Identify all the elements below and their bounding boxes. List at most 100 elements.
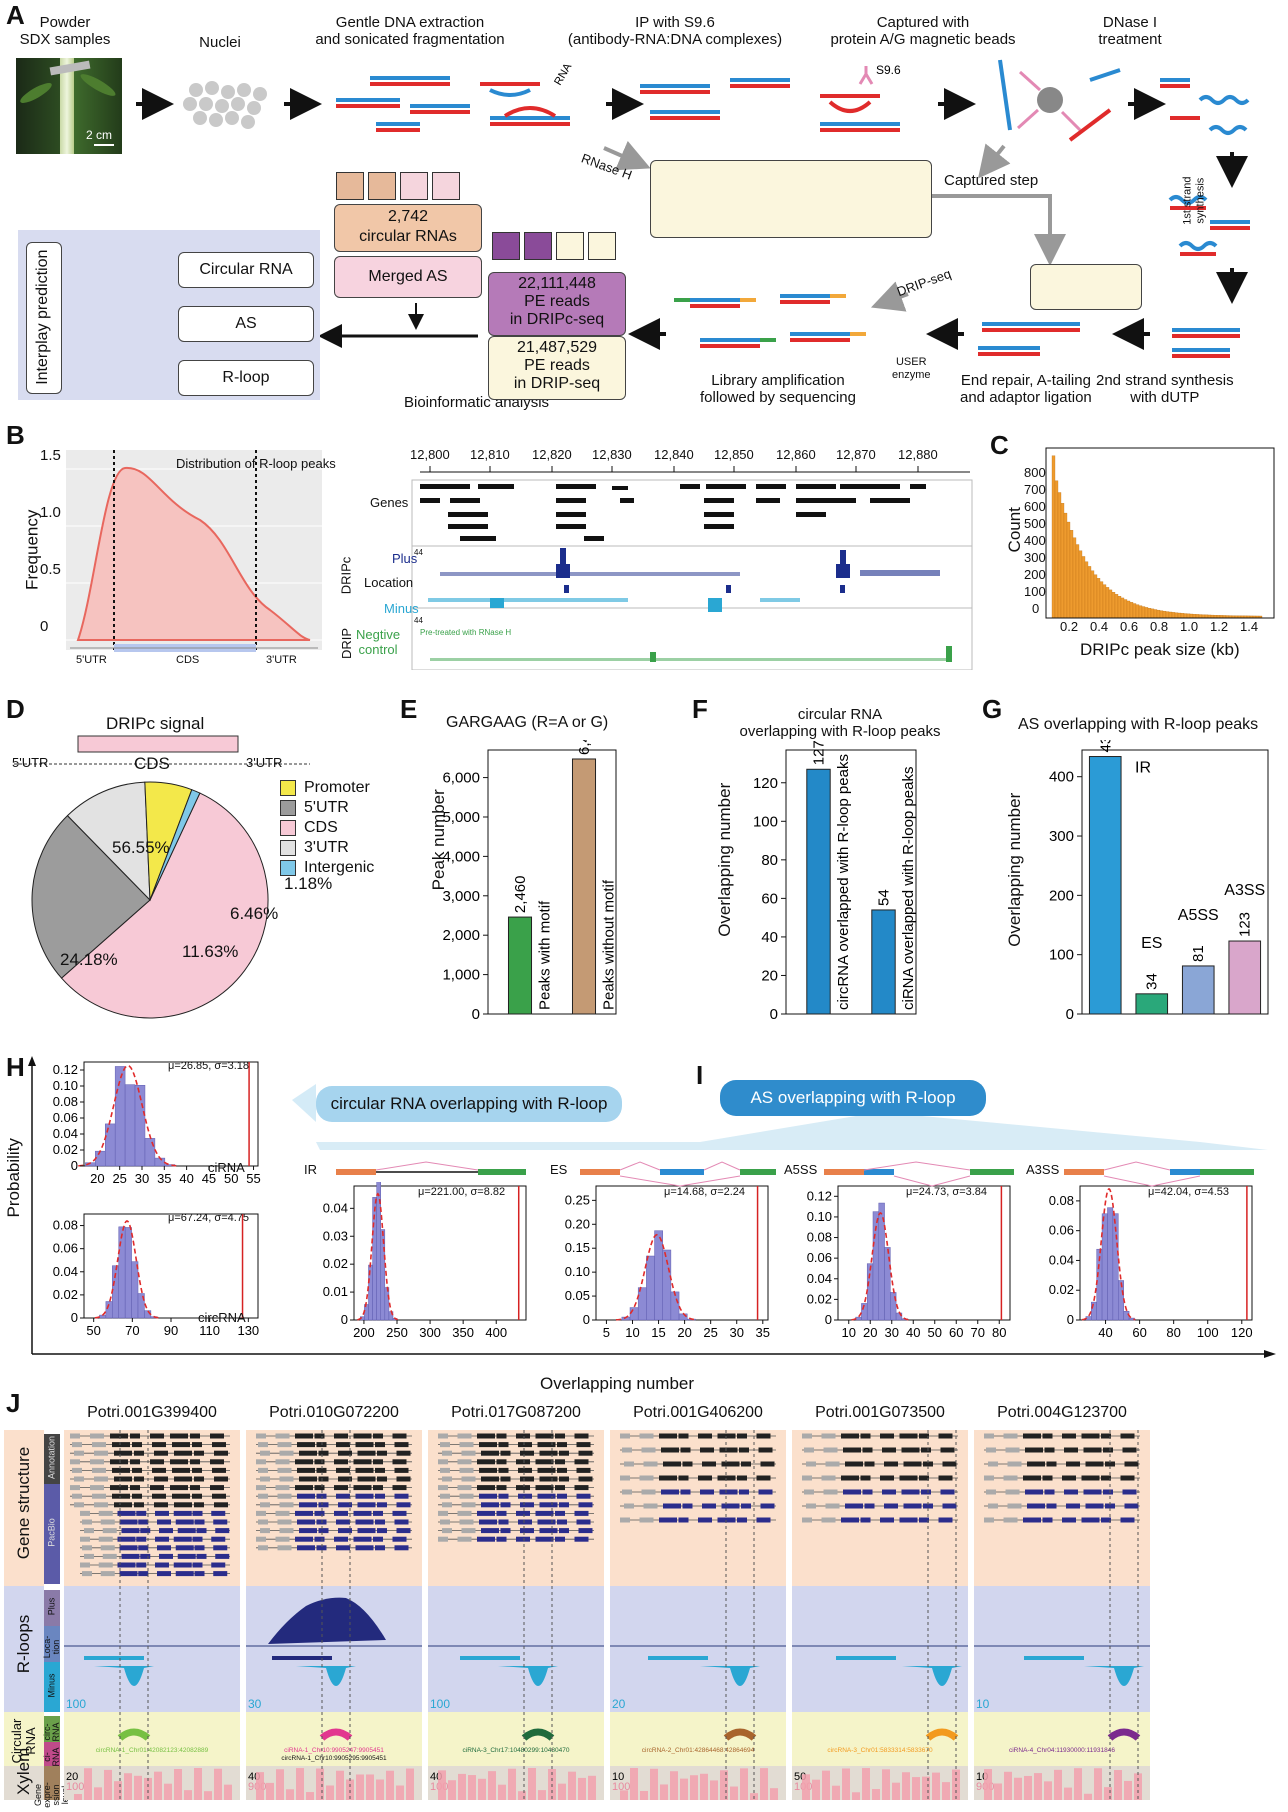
y-tick-label: 0.06 [53, 1110, 78, 1125]
exon [170, 1485, 188, 1491]
exon [825, 1503, 840, 1509]
exon [539, 1502, 558, 1508]
exon [1062, 1433, 1076, 1439]
xylem-bar [346, 1779, 354, 1800]
h-ci-stats: μ=26.85, σ=3.18 [168, 1060, 250, 1072]
exon [112, 1467, 130, 1473]
exon [112, 1442, 130, 1448]
exon [919, 1433, 929, 1439]
exon [316, 1545, 327, 1551]
c-bar [1186, 613, 1191, 618]
exon [459, 1519, 474, 1525]
exon [175, 1545, 194, 1551]
exon [396, 1528, 411, 1534]
exon [1101, 1517, 1111, 1523]
x-tick-label: 20 [677, 1325, 691, 1340]
exon [256, 1433, 266, 1439]
exon [154, 1502, 168, 1508]
exon [80, 1536, 90, 1542]
xylem-bar [588, 1775, 596, 1800]
hist-bar [646, 1255, 655, 1321]
y-tick-label: 0 [825, 1312, 832, 1327]
panel-a-letter: A [6, 0, 25, 30]
panel-c-letter: C [990, 430, 1009, 460]
exon [481, 1476, 499, 1482]
exon [756, 1475, 771, 1481]
exon [862, 1447, 873, 1453]
exon [355, 1545, 374, 1551]
exon [1062, 1475, 1076, 1481]
exon [942, 1503, 957, 1509]
exon [394, 1519, 409, 1525]
exon [557, 1442, 567, 1448]
c-ytick: 100 [1024, 584, 1046, 599]
xylem-bar [508, 1768, 516, 1800]
exon [318, 1528, 329, 1534]
exon [559, 1476, 569, 1482]
x-tick-label: 60 [1132, 1325, 1146, 1340]
b-coord: 12,840 [654, 447, 694, 462]
step-extraction: Gentle DNA extraction and sonicated frag… [315, 14, 505, 49]
y-tick-label: 100 [1049, 947, 1074, 964]
j-track-bg [64, 1712, 240, 1766]
exon [498, 1519, 509, 1525]
exon [157, 1571, 171, 1577]
exon [192, 1562, 203, 1568]
exon [211, 1536, 226, 1542]
panel-hi-frame [28, 1056, 1276, 1358]
xylem-bar [882, 1769, 890, 1800]
step-dnase: DNase I treatment [1098, 14, 1162, 49]
xylem-bar [356, 1774, 364, 1800]
c-bar [1078, 550, 1083, 618]
exon [136, 1536, 147, 1542]
exon [804, 1489, 814, 1495]
exon [136, 1510, 147, 1516]
f-title: circular RNA overlapping with R-loop pea… [739, 706, 941, 741]
merged-as-box: Merged AS [334, 256, 482, 298]
exon [119, 1545, 138, 1551]
exon [357, 1476, 376, 1482]
exon [98, 1562, 113, 1568]
b-coord: 12,810 [470, 447, 510, 462]
exon [500, 1476, 511, 1482]
exon [535, 1510, 554, 1516]
exon [357, 1502, 376, 1508]
exon [210, 1459, 224, 1465]
exon [314, 1485, 325, 1491]
exon [256, 1510, 266, 1516]
xylem-bar [912, 1777, 920, 1800]
exon [132, 1493, 142, 1499]
j-track-bg [792, 1712, 968, 1766]
y-tick-label: 0.08 [1049, 1193, 1074, 1208]
exon [357, 1450, 376, 1456]
c-bar [1150, 608, 1155, 618]
exon [295, 1433, 313, 1439]
d-label-5utr: 24.18% [60, 950, 118, 969]
rloop-scale: 100 [430, 1697, 450, 1711]
exon [864, 1503, 875, 1509]
bar [806, 768, 831, 1015]
x-tick-label: 100 [1197, 1325, 1219, 1340]
exon [884, 1503, 898, 1509]
j-row-label: R-loops [14, 1614, 33, 1674]
exon [177, 1553, 196, 1559]
b-minus-label: Minus [384, 601, 419, 616]
j-gene-column: Potri.001G073500 circRNA-3_Chr01:5833314:… [792, 1400, 968, 1800]
exon [940, 1447, 955, 1453]
exon [112, 1493, 130, 1499]
bar [507, 916, 533, 1015]
x-tick-label: 45 [202, 1171, 216, 1186]
b-ytick: 1.0 [40, 504, 61, 521]
exon [661, 1447, 679, 1453]
exon [442, 1502, 452, 1508]
exon [396, 1476, 411, 1482]
c-ylabel: Count [1004, 507, 1024, 553]
hist-frame [595, 1185, 769, 1321]
exon [132, 1467, 142, 1473]
exon [84, 1528, 94, 1534]
xylem-bar [710, 1780, 718, 1800]
exon [377, 1528, 387, 1534]
exon [988, 1461, 998, 1467]
exon [353, 1459, 372, 1465]
